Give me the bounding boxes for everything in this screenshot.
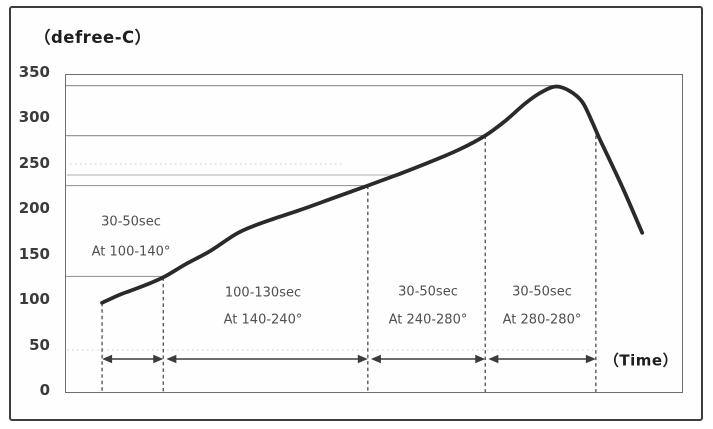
arrowhead-left	[166, 354, 177, 364]
y-tick-350: 350	[18, 63, 50, 81]
x-axis-title: （Time）	[603, 351, 679, 370]
y-tick-250: 250	[18, 153, 50, 172]
y-tick-0: 0	[39, 381, 50, 399]
scan-artifact-lines	[67, 163, 598, 351]
arrowhead-left	[102, 354, 113, 364]
stage-2-range-label: At 140-240°	[223, 312, 303, 328]
stage-4-range-label: At 280-280°	[502, 312, 582, 328]
arrowhead-right	[357, 354, 368, 364]
stage-1-range-label: At 100-140°	[91, 244, 171, 260]
arrowhead-left	[370, 354, 381, 364]
y-tick-50: 50	[29, 335, 50, 354]
temperature-reference-lines	[66, 85, 556, 278]
stage-2-duration-label: 100-130sec	[224, 285, 302, 301]
arrowhead-right	[475, 354, 486, 364]
y-axis-title: （defree-C）	[34, 28, 152, 47]
temperature-profile-curve	[100, 84, 645, 305]
stage-3-duration-label: 30-50sec	[398, 284, 458, 300]
stage-1-duration-label: 30-50sec	[101, 214, 161, 230]
stage-boundary-dashed-lines	[101, 135, 597, 392]
arrowhead-right	[585, 354, 596, 364]
figure-outer-border	[9, 6, 703, 421]
stage-4-duration-label: 30-50sec	[512, 284, 572, 300]
temperature-curve	[100, 84, 645, 305]
y-tick-100: 100	[18, 290, 50, 309]
arrowhead-left	[488, 354, 499, 364]
y-tick-300: 300	[18, 108, 50, 127]
y-tick-200: 200	[18, 199, 50, 218]
stage-3-range-label: At 240-280°	[388, 312, 468, 328]
plot-area	[65, 74, 683, 393]
arrowhead-right	[153, 354, 164, 364]
stage-duration-arrows	[102, 354, 596, 364]
y-tick-150: 150	[18, 244, 50, 263]
